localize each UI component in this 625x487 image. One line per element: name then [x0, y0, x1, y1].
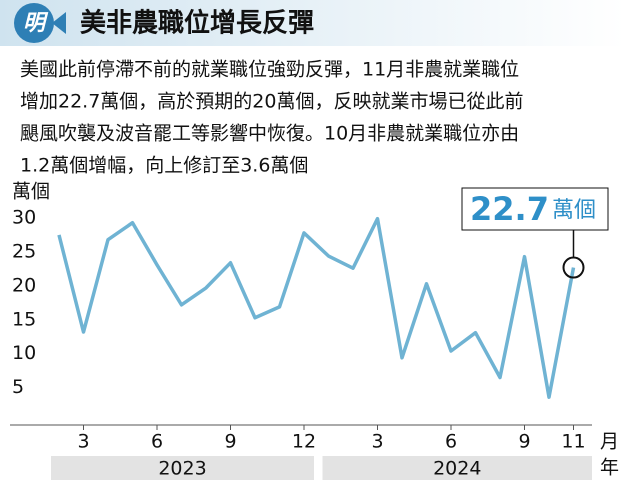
x-tick-label: 3 — [371, 431, 383, 453]
logo-circle — [14, 3, 54, 43]
subtitle-line: 美國此前停滯不前的就業職位強勁反彈，11月非農就業職位 — [20, 59, 519, 81]
annotation-box — [461, 187, 609, 231]
x-tick-label: 11 — [561, 431, 585, 453]
y-tick-label: 10 — [12, 342, 36, 364]
annotation-value: 22.7 — [470, 190, 549, 228]
header-bg — [0, 0, 625, 46]
year-axis-label: 年 — [600, 457, 619, 479]
x-tick-label: 6 — [445, 431, 457, 453]
x-tick-label: 12 — [292, 431, 316, 453]
y-axis-label: 萬個 — [12, 181, 50, 203]
y-tick-label: 5 — [12, 376, 24, 398]
y-tick-label: 15 — [12, 308, 36, 330]
x-tick-label: 9 — [518, 431, 530, 453]
year-band — [51, 456, 314, 480]
annotation-unit: 萬個 — [552, 198, 596, 223]
y-tick-label: 30 — [12, 207, 36, 229]
highlight-circle — [562, 256, 585, 279]
x-tick-label: 6 — [151, 431, 163, 453]
subtitle-line: 颶風吹襲及波音罷工等影響中恢復。10月非農就業職位亦由 — [20, 123, 519, 145]
y-tick-label: 25 — [12, 240, 36, 262]
logo-arrow — [52, 12, 66, 34]
data-line — [57, 216, 576, 399]
x-tick-label: 9 — [224, 431, 236, 453]
x-tick-label: 3 — [77, 431, 89, 453]
logo-text: 明 — [23, 11, 49, 36]
subtitle-line: 增加22.7萬個，高於預期的20萬個，反映就業市場已從此前 — [20, 91, 523, 113]
subtitle-line: 1.2萬個增幅，向上修訂至3.6萬個 — [20, 155, 308, 177]
year-label: 2024 — [433, 458, 481, 480]
y-tick-label: 20 — [12, 274, 36, 296]
chart-title: 美非農職位增長反彈 — [80, 8, 314, 39]
year-band — [322, 456, 592, 480]
x-axis-label: 月 — [600, 431, 619, 453]
year-label: 2023 — [158, 458, 206, 480]
